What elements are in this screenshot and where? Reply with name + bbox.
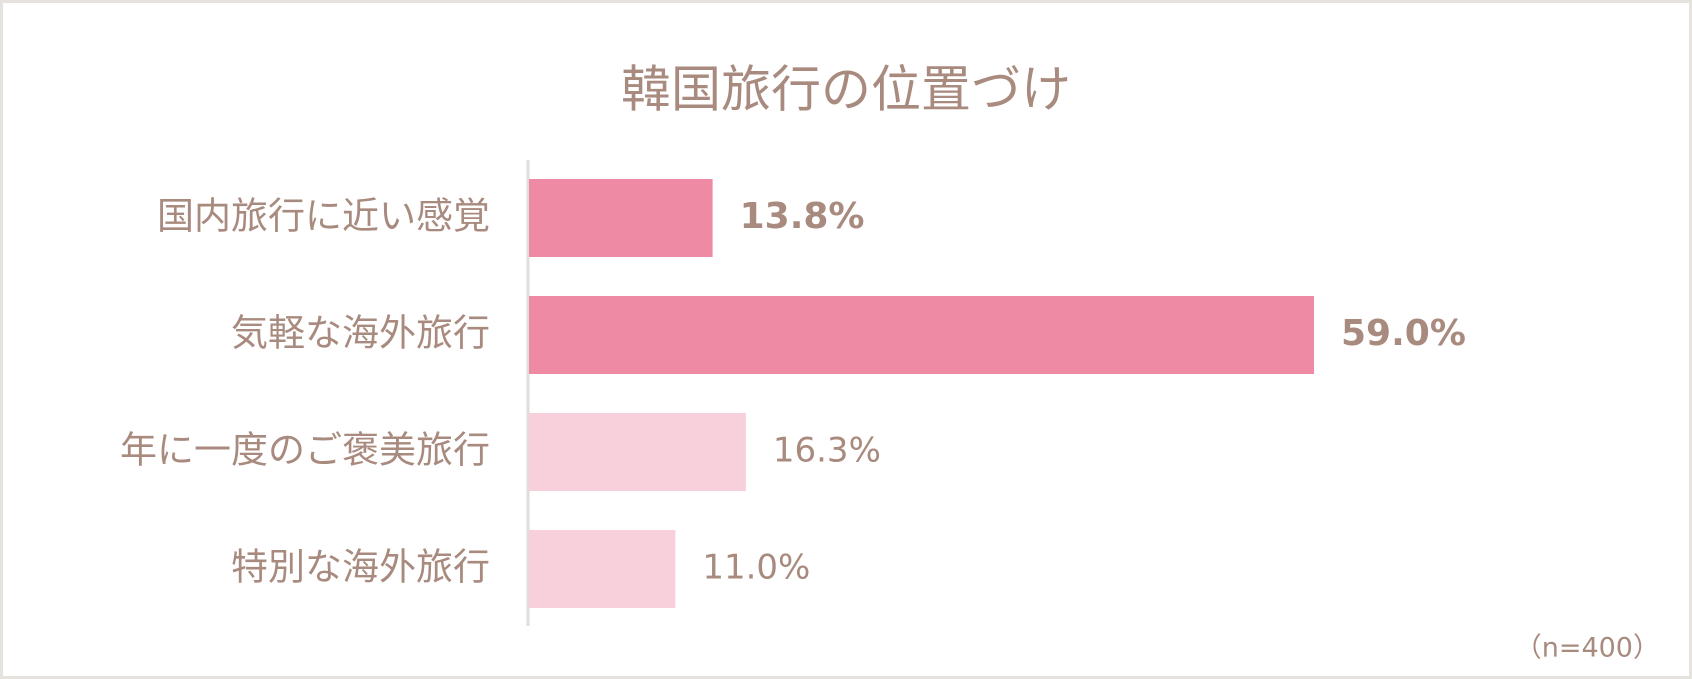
bar (529, 296, 1314, 374)
value-label: 11.0% (702, 548, 810, 588)
sample-note: （n=400） (1515, 633, 1660, 664)
bar (529, 413, 746, 491)
value-label: 16.3% (773, 431, 881, 471)
bar (529, 530, 676, 608)
chart-title: 韓国旅行の位置づけ (621, 61, 1071, 119)
category-label: 国内旅行に近い感覚 (157, 195, 490, 238)
value-label: 13.8% (740, 196, 865, 237)
bar (529, 179, 713, 257)
category-label: 気軽な海外旅行 (231, 312, 490, 355)
category-label: 年に一度のご褒美旅行 (120, 429, 490, 472)
category-label: 特別な海外旅行 (231, 546, 490, 589)
value-label: 59.0% (1341, 313, 1466, 354)
